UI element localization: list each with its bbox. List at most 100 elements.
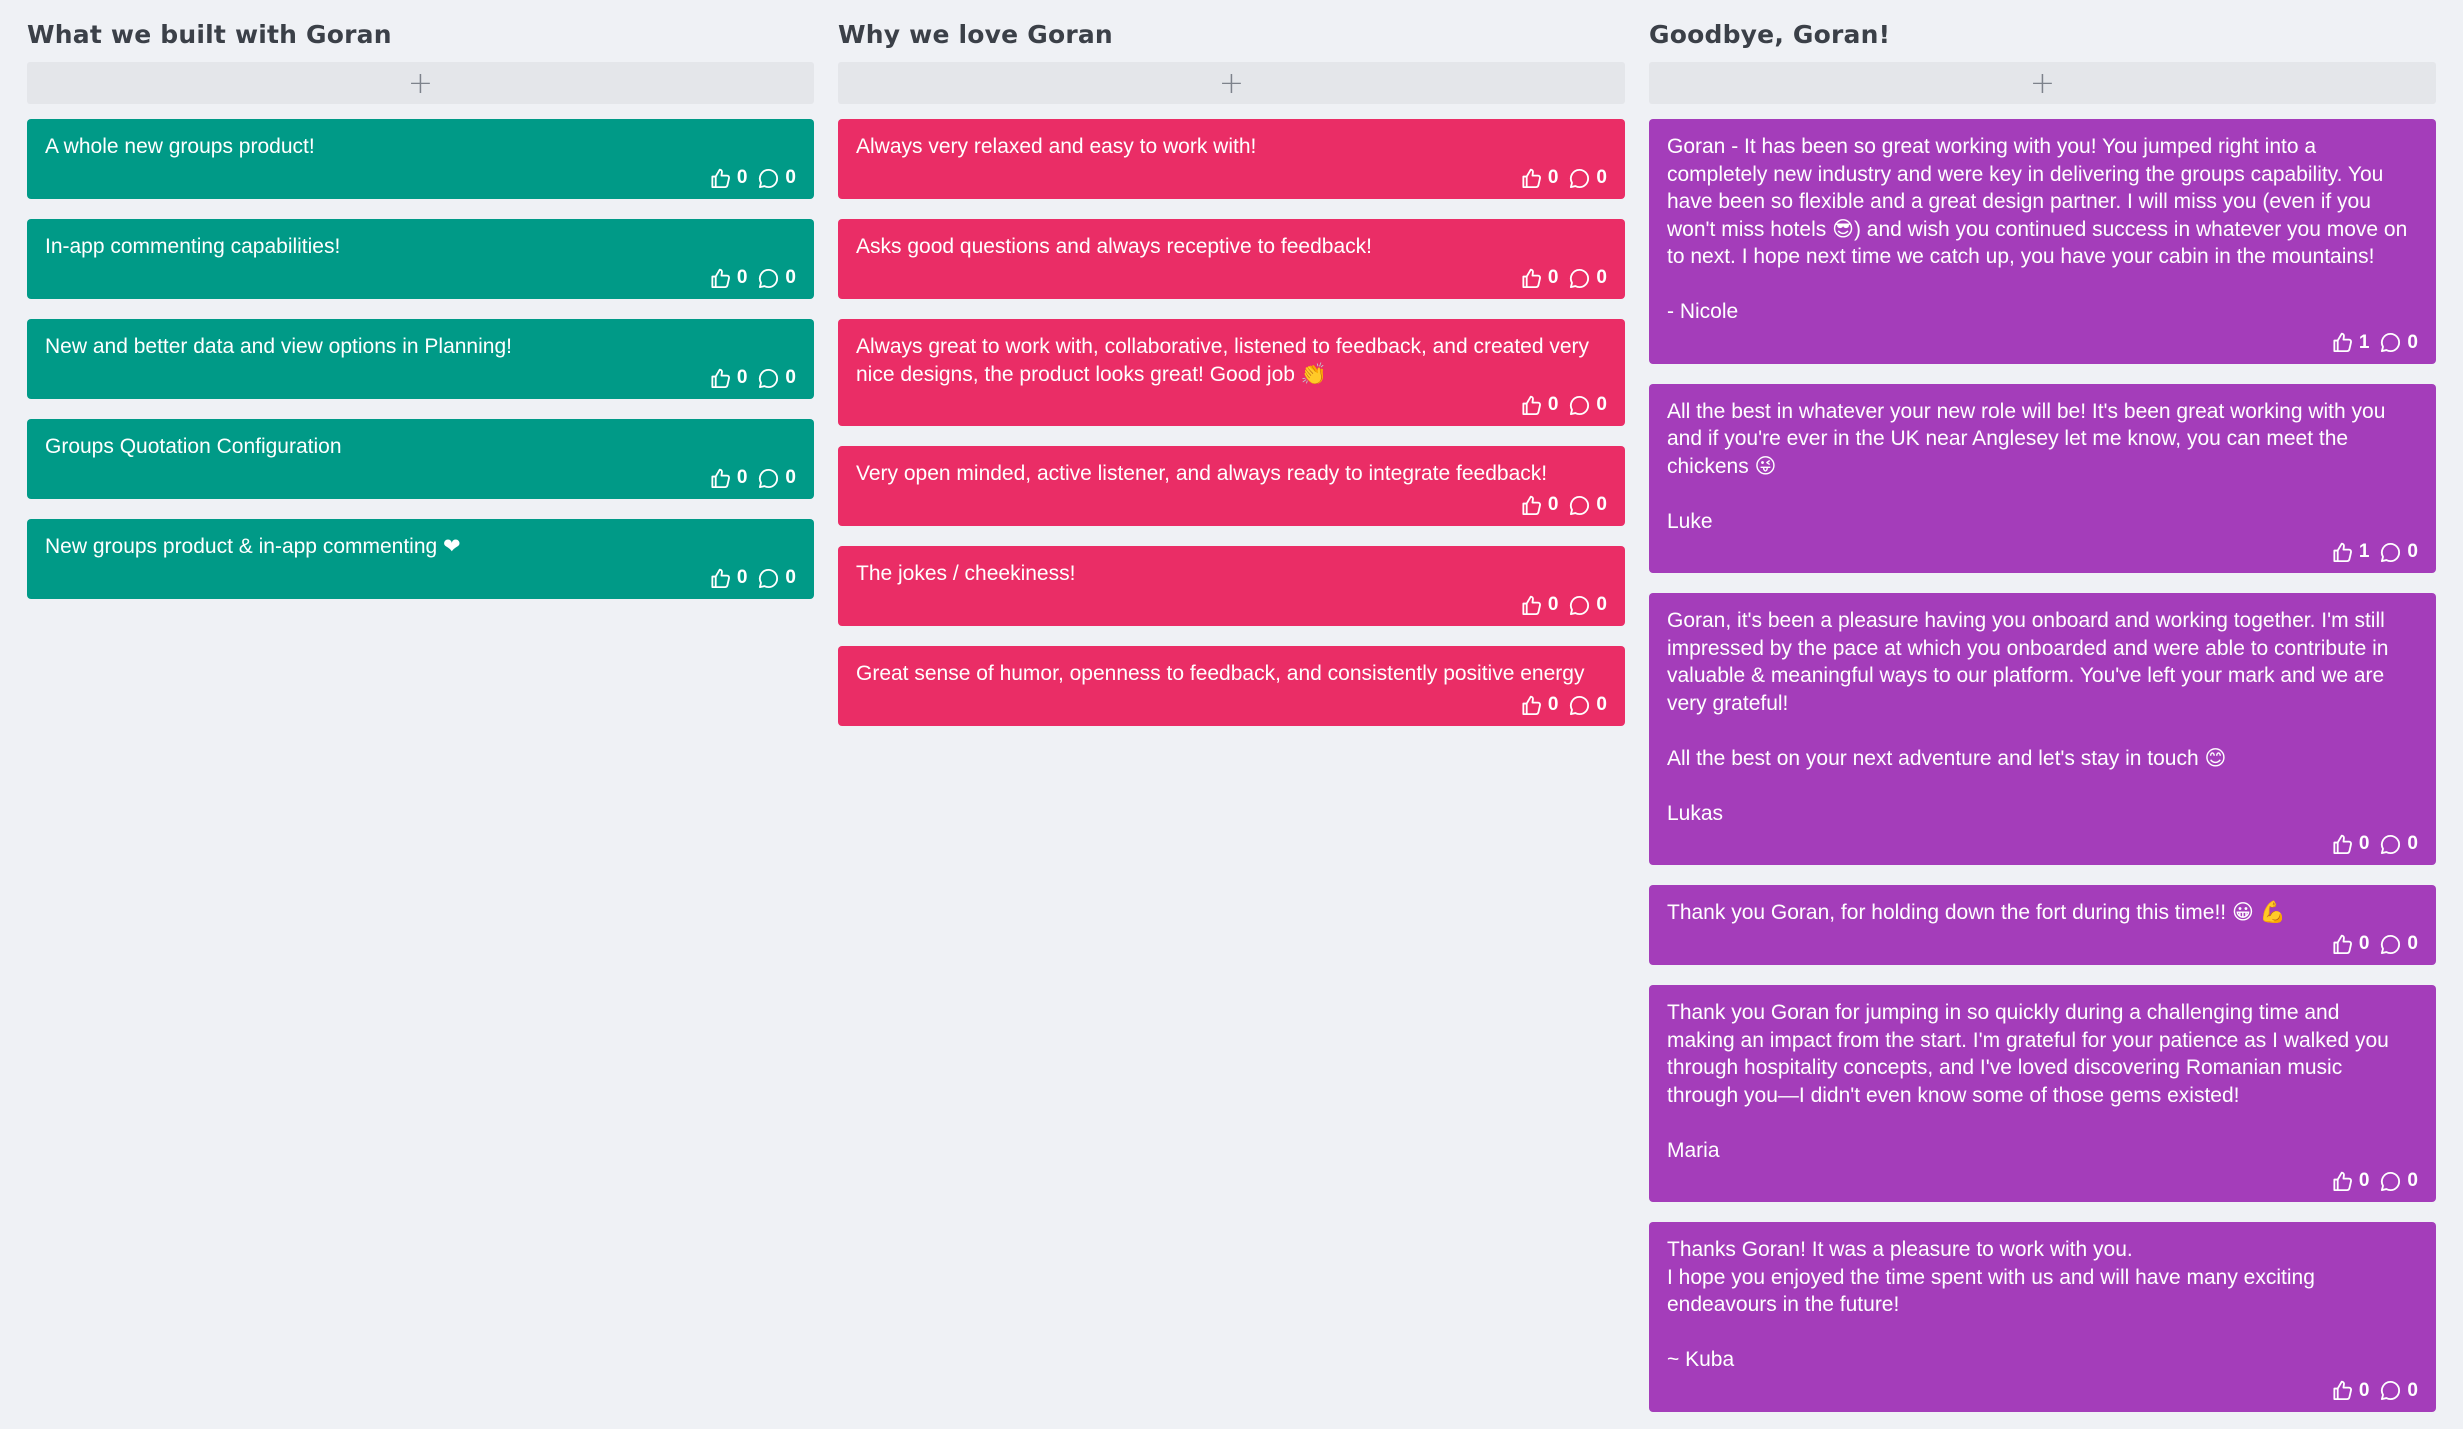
- card[interactable]: Thank you Goran, for holding down the fo…: [1649, 885, 2436, 965]
- like-button[interactable]: 0: [2331, 1377, 2369, 1405]
- comment-button[interactable]: 0: [1568, 691, 1607, 719]
- comment-button[interactable]: 0: [757, 564, 796, 592]
- like-button[interactable]: 0: [2331, 830, 2369, 858]
- like-button[interactable]: 0: [709, 264, 748, 292]
- card[interactable]: New groups product & in-app commenting ❤…: [27, 519, 814, 599]
- like-button[interactable]: 0: [709, 364, 747, 392]
- card[interactable]: A whole new groups product! 0 0: [27, 119, 814, 199]
- add-card-button[interactable]: +: [1649, 62, 2436, 104]
- like-button[interactable]: 0: [1520, 264, 1559, 292]
- card-footer: 1 0: [1667, 330, 2418, 356]
- card-text: New and better data and view options in …: [45, 335, 512, 358]
- comment-button[interactable]: 0: [757, 364, 796, 392]
- like-count: 0: [2358, 1170, 2370, 1192]
- comment-button[interactable]: 0: [1568, 591, 1607, 619]
- thumbs-up-icon: [1522, 595, 1541, 615]
- like-button[interactable]: 1: [2331, 329, 2369, 357]
- comment-button[interactable]: 0: [2379, 329, 2418, 357]
- like-button[interactable]: 0: [1520, 491, 1559, 519]
- comment-button[interactable]: 0: [1568, 391, 1607, 419]
- like-count: 0: [736, 167, 748, 189]
- like-count: 0: [1547, 494, 1559, 516]
- card[interactable]: New and better data and view options in …: [27, 319, 814, 399]
- card-footer: 0 0: [45, 265, 796, 291]
- like-button[interactable]: 0: [709, 464, 747, 492]
- thumbs-up-icon: [711, 468, 730, 488]
- card[interactable]: All the best in whatever your new role w…: [1649, 383, 2436, 573]
- card-footer: 0 0: [45, 565, 796, 591]
- comment-button[interactable]: 0: [2379, 830, 2418, 858]
- comment-icon: [759, 368, 779, 388]
- comment-icon: [1570, 168, 1590, 188]
- card[interactable]: Always great to work with, collaborative…: [838, 319, 1625, 426]
- like-button[interactable]: 0: [2331, 1167, 2370, 1195]
- thumbs-up-icon: [711, 268, 730, 288]
- comment-count: 0: [1596, 594, 1607, 616]
- add-card-button[interactable]: +: [27, 62, 814, 104]
- card-footer: 0 0: [45, 365, 796, 391]
- comment-icon: [1570, 395, 1590, 415]
- thumbs-up-icon: [711, 168, 730, 188]
- like-count: 0: [736, 267, 748, 289]
- card-text: The jokes / cheekiness!: [856, 562, 1076, 585]
- card[interactable]: Asks good questions and always receptive…: [838, 219, 1625, 299]
- comment-count: 0: [785, 167, 796, 189]
- card[interactable]: Goran, it's been a pleasure having you o…: [1649, 593, 2436, 865]
- card[interactable]: Thank you Goran for jumping in so quickl…: [1649, 985, 2436, 1202]
- comment-count: 0: [2407, 331, 2418, 353]
- card[interactable]: Groups Quotation Configuration 0 0: [27, 419, 814, 499]
- thumbs-up-icon: [711, 568, 730, 588]
- card[interactable]: Very open minded, active listener, and a…: [838, 446, 1625, 526]
- card-text: Asks good questions and always receptive…: [856, 235, 1372, 258]
- comment-button[interactable]: 0: [2379, 930, 2418, 958]
- card-text: New groups product & in-app commenting ❤: [45, 535, 461, 558]
- card[interactable]: In-app commenting capabilities! 0 0: [27, 219, 814, 299]
- like-button[interactable]: 1: [2331, 538, 2369, 566]
- card-text: Thanks Goran! It was a pleasure to work …: [1667, 1238, 2315, 1371]
- card-text: Groups Quotation Configuration: [45, 435, 342, 458]
- thumbs-up-icon: [2333, 934, 2352, 954]
- card-footer: 0 0: [45, 165, 796, 191]
- column-title: Goodbye, Goran!: [1649, 20, 1891, 49]
- like-button[interactable]: 0: [2331, 930, 2370, 958]
- thumbs-up-icon: [2333, 332, 2352, 353]
- comment-count: 0: [1596, 167, 1607, 189]
- comment-button[interactable]: 0: [1568, 264, 1607, 292]
- comment-button[interactable]: 0: [1568, 491, 1607, 519]
- comment-button[interactable]: 0: [2379, 1167, 2418, 1195]
- card[interactable]: Goran - It has been so great working wit…: [1649, 119, 2436, 364]
- comment-button[interactable]: 0: [2379, 1377, 2418, 1405]
- like-button[interactable]: 0: [1520, 164, 1558, 192]
- comment-icon: [759, 168, 779, 188]
- comment-count: 0: [785, 467, 796, 489]
- comment-button[interactable]: 0: [757, 464, 796, 492]
- thumbs-up-icon: [2333, 1380, 2352, 1401]
- comment-button[interactable]: 0: [1568, 164, 1607, 192]
- comment-count: 0: [1596, 694, 1607, 716]
- like-button[interactable]: 0: [1520, 691, 1558, 719]
- comment-button[interactable]: 0: [757, 164, 796, 192]
- card-footer: 0 0: [1667, 1168, 2418, 1194]
- add-card-button[interactable]: +: [838, 62, 1625, 104]
- comment-count: 0: [2407, 833, 2418, 855]
- like-button[interactable]: 0: [709, 164, 748, 192]
- card[interactable]: Great sense of humor, openness to feedba…: [838, 646, 1625, 726]
- like-button[interactable]: 0: [1520, 391, 1558, 419]
- like-button[interactable]: 0: [709, 564, 748, 592]
- card-list: A whole new groups product! 0 0 In-app c…: [27, 119, 814, 599]
- comment-button[interactable]: 0: [757, 264, 796, 292]
- card[interactable]: Always very relaxed and easy to work wit…: [838, 119, 1625, 199]
- comment-icon: [2381, 1380, 2401, 1401]
- like-button[interactable]: 0: [1520, 591, 1558, 619]
- card[interactable]: The jokes / cheekiness! 0 0: [838, 546, 1625, 626]
- comment-button[interactable]: 0: [2379, 538, 2418, 566]
- card-footer: 0 0: [1667, 1378, 2418, 1404]
- like-count: 0: [1547, 267, 1559, 289]
- card-footer: 0 0: [856, 265, 1607, 291]
- card[interactable]: Thanks Goran! It was a pleasure to work …: [1649, 1222, 2436, 1412]
- card-text: Very open minded, active listener, and a…: [856, 462, 1548, 485]
- like-count: 0: [736, 567, 748, 589]
- thumbs-up-icon: [2333, 834, 2352, 854]
- like-count: 0: [2358, 933, 2370, 955]
- comment-icon: [2381, 934, 2401, 954]
